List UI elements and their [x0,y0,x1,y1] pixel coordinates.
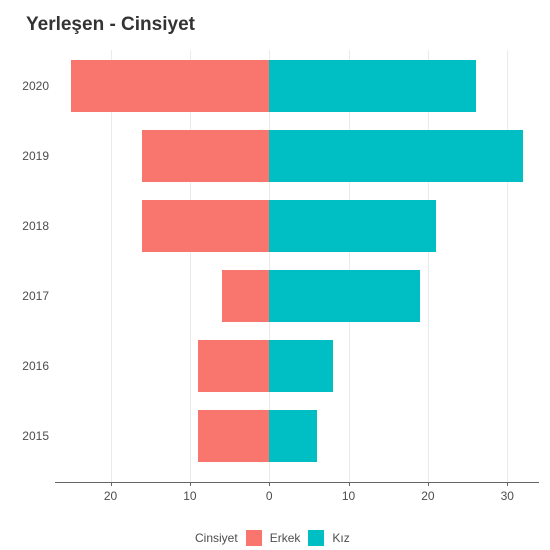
y-tick-label: 2019 [9,149,49,163]
y-tick-label: 2020 [9,79,49,93]
y-tick-label: 2017 [9,289,49,303]
bar-erkek [222,270,270,322]
bar-kiz [269,340,332,392]
y-tick-label: 2018 [9,219,49,233]
x-tick-label: 20 [421,489,434,503]
x-axis [55,482,539,483]
x-tick [111,482,112,486]
gridline [190,50,191,482]
bar-kiz [269,130,523,182]
legend-label: Erkek [270,531,301,545]
legend-swatch [308,530,324,546]
x-tick-label: 30 [501,489,514,503]
x-tick [190,482,191,486]
bar-kiz [269,410,317,462]
bar-kiz [269,270,420,322]
x-tick-label: 0 [266,489,273,503]
chart-title: Yerleşen - Cinsiyet [26,14,195,36]
x-tick-label: 10 [342,489,355,503]
bar-erkek [198,410,269,462]
bar-kiz [269,60,475,112]
legend-swatch [246,530,262,546]
x-tick-label: 10 [183,489,196,503]
legend-label: Kız [332,531,349,545]
plot-area [55,50,539,482]
y-tick-label: 2015 [9,429,49,443]
bar-kiz [269,200,436,252]
x-tick [507,482,508,486]
x-tick [269,482,270,486]
gridline [349,50,350,482]
legend: Cinsiyet Erkek Kız [195,530,350,546]
gridline [428,50,429,482]
bar-erkek [142,130,269,182]
legend-title: Cinsiyet [195,531,238,545]
gridline [111,50,112,482]
x-tick-label: 20 [104,489,117,503]
x-tick [349,482,350,486]
x-tick [428,482,429,486]
y-tick-label: 2016 [9,359,49,373]
bar-erkek [71,60,269,112]
bar-erkek [198,340,269,392]
gridline [507,50,508,482]
bar-erkek [142,200,269,252]
